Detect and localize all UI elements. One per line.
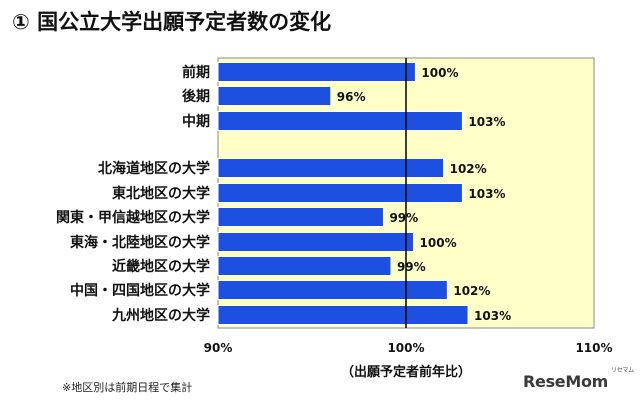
site-logo: ReseMom リセマム xyxy=(523,367,634,391)
bar-7 xyxy=(217,256,392,276)
bar-0 xyxy=(217,62,416,82)
value-label-4: 103% xyxy=(468,187,505,201)
category-label-8: 中国・四国地区の大学 xyxy=(70,282,210,299)
bar-8 xyxy=(217,280,448,300)
label-group: 前期 100% 後期 96% 中期 103% 北海道地区の大学 102% 東北地区の大学 103%… xyxy=(56,64,613,355)
bar-5 xyxy=(217,207,384,227)
category-label-5: 関東・甲信越地区の大学 xyxy=(56,209,210,226)
bar-9 xyxy=(217,305,469,325)
category-label-4: 東北地区の大学 xyxy=(112,185,210,202)
bar-2 xyxy=(217,111,463,131)
category-label-0: 前期 xyxy=(182,64,210,81)
footnote: ※地区別は前期日程で集計 xyxy=(62,381,193,394)
value-label-8: 102% xyxy=(453,284,490,298)
value-label-1: 96% xyxy=(337,90,366,104)
x-axis-title: （出願予定者前年比） xyxy=(341,364,471,380)
category-label-6: 東海・北陸地区の大学 xyxy=(70,234,210,251)
category-label-9: 九州地区の大学 xyxy=(111,307,210,324)
x-tick-label-1: 100% xyxy=(387,341,424,355)
category-label-1: 後期 xyxy=(182,88,210,105)
value-label-0: 100% xyxy=(421,66,458,80)
value-label-7: 99% xyxy=(397,260,426,274)
site-logo-subtext: リセマム xyxy=(611,367,634,374)
value-label-5: 99% xyxy=(389,211,418,225)
category-label-3: 北海道地区の大学 xyxy=(98,160,210,177)
site-logo-text: ReseMom xyxy=(523,372,609,391)
bar-4 xyxy=(217,183,463,203)
category-label-7: 近畿地区の大学 xyxy=(112,258,210,275)
bar-6 xyxy=(217,232,415,252)
value-label-3: 102% xyxy=(450,162,487,176)
bar-1 xyxy=(217,86,332,106)
category-label-2: 中期 xyxy=(182,113,210,130)
x-tick-label-2: 110% xyxy=(575,341,612,355)
value-label-2: 103% xyxy=(468,115,505,129)
bar-group xyxy=(217,62,469,325)
chart-title: ① 国公立大学出願予定者数の変化 xyxy=(12,10,332,34)
value-label-6: 100% xyxy=(420,236,457,250)
x-tick-label-0: 90% xyxy=(204,341,233,355)
value-label-9: 103% xyxy=(474,309,511,323)
bar-3 xyxy=(217,158,445,178)
